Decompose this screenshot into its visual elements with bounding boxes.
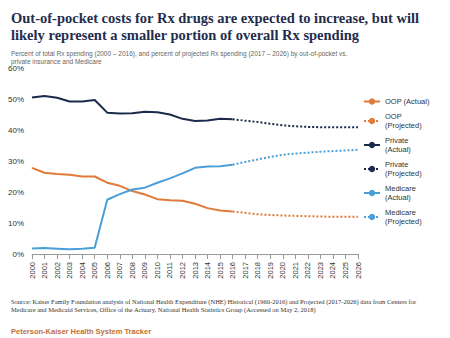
svg-text:Medicare: Medicare: [385, 184, 418, 193]
svg-text:2021: 2021: [291, 262, 300, 279]
svg-text:2022: 2022: [303, 262, 312, 279]
svg-text:Peterson-Kaiser Health System: Peterson-Kaiser Health System Tracker: [11, 327, 151, 336]
svg-text:2005: 2005: [90, 262, 99, 279]
svg-text:2011: 2011: [165, 262, 174, 278]
svg-text:Medicare and Medicaid Services: Medicare and Medicaid Services, Office o…: [11, 306, 316, 314]
svg-text:2002: 2002: [53, 262, 62, 279]
svg-text:2007: 2007: [115, 262, 124, 279]
svg-text:10%: 10%: [8, 219, 24, 228]
svg-text:2025: 2025: [341, 262, 350, 279]
svg-text:(Projected): (Projected): [385, 217, 422, 226]
svg-text:Source: Kaiser Family Foundati: Source: Kaiser Family Foundation analysi…: [11, 298, 418, 306]
svg-text:2024: 2024: [328, 262, 337, 279]
svg-text:2000: 2000: [28, 262, 37, 279]
svg-text:2018: 2018: [253, 262, 262, 279]
svg-text:Percent of total Rx spending (: Percent of total Rx spending (2000 – 201…: [11, 50, 349, 58]
svg-text:2015: 2015: [216, 262, 225, 279]
svg-text:Medicare: Medicare: [385, 208, 418, 217]
svg-text:2001: 2001: [40, 262, 49, 279]
svg-text:2023: 2023: [316, 262, 325, 279]
svg-text:likely represent a smaller por: likely represent a smaller portion of ov…: [11, 27, 360, 43]
svg-text:2010: 2010: [153, 262, 162, 279]
svg-text:2013: 2013: [191, 262, 200, 279]
svg-text:2012: 2012: [178, 262, 187, 279]
svg-text:(Actual): (Actual): [385, 145, 411, 154]
svg-text:2020: 2020: [278, 262, 287, 279]
svg-text:2017: 2017: [241, 262, 250, 279]
svg-text:(Projected): (Projected): [385, 121, 422, 130]
svg-text:OOP: OOP: [385, 112, 404, 121]
svg-text:(Actual): (Actual): [385, 193, 411, 202]
svg-text:50%: 50%: [8, 95, 24, 104]
svg-text:2009: 2009: [140, 262, 149, 279]
svg-text:2026: 2026: [354, 262, 363, 279]
svg-text:2006: 2006: [103, 262, 112, 279]
svg-text:2019: 2019: [266, 262, 275, 279]
svg-text:60%: 60%: [8, 64, 24, 73]
svg-text:(Projected): (Projected): [385, 169, 422, 178]
svg-text:40%: 40%: [8, 126, 24, 135]
svg-text:2014: 2014: [203, 262, 212, 279]
svg-text:2004: 2004: [78, 262, 87, 279]
svg-text:30%: 30%: [8, 157, 24, 166]
svg-text:0%: 0%: [12, 250, 24, 259]
svg-text:Out-of-pocket costs for Rx dru: Out-of-pocket costs for Rx drugs are exp…: [11, 10, 423, 26]
svg-text:2008: 2008: [128, 262, 137, 279]
svg-text:2016: 2016: [228, 262, 237, 279]
svg-text:Private: Private: [385, 136, 410, 145]
svg-text:2003: 2003: [65, 262, 74, 279]
svg-text:Private: Private: [385, 160, 410, 169]
svg-text:OOP (Actual): OOP (Actual): [385, 97, 430, 106]
svg-text:20%: 20%: [8, 188, 24, 197]
svg-text:private insurance and Medicare: private insurance and Medicare: [11, 58, 102, 66]
